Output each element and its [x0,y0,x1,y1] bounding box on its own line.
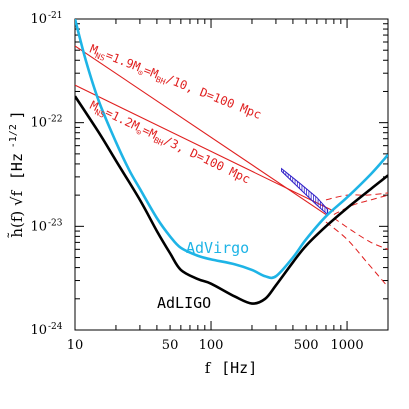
x-tick-label: 1000 [331,338,364,353]
plot-frame [74,18,389,331]
axis-ticks [74,19,389,331]
y-tick-label: 10 [30,116,47,131]
advirgo-label: AdVirgo [186,239,249,257]
y-tick-label-exponent: -21 [48,11,63,21]
x-axis-label-main: f [205,359,212,377]
y-tick-label-exponent: -24 [48,322,63,332]
x-tick-label: 500 [294,338,319,353]
signal-lines [75,45,388,288]
signal-dashed-upper-1 [333,194,388,215]
y-tick-label: 10 [30,323,47,338]
candidate-band [281,167,329,216]
signal-dashed-lower-1 [333,217,388,250]
x-tick-label: 100 [199,338,224,353]
series-line-advirgo [75,19,388,280]
x-tick-label: 50 [162,338,179,353]
y-axis-label-main: h̃(f) √f [8,189,26,238]
y-tick-label-exponent: -23 [48,218,63,228]
signal-line-1 [75,84,335,212]
y-axis-label-exp: -1/2 [8,124,19,148]
adligo-label: AdLIGO [157,294,211,312]
x-tick-label: 10 [67,338,84,353]
signal-dashed-upper-0 [325,192,388,201]
detector-curves [75,19,388,305]
y-axis-label-close: ] [8,110,26,119]
y-tick-label: 10 [30,219,47,234]
signal-label-lower: MNS=1.2M⊙=MBH/3, D=100 Mpc [87,98,253,188]
y-tick-label-exponent: -22 [48,115,63,125]
y-axis-label: h̃(f) √f [Hz -1/2 ] [2,110,26,238]
y-axis-label-unit: [Hz [8,153,26,180]
signal-dashed-lower-0 [325,221,388,288]
x-axis-label: f [Hz] [205,359,257,377]
x-axis-label-unit: [Hz] [221,359,257,377]
series-line-adligo [75,95,388,305]
y-tick-label: 10 [30,12,47,27]
